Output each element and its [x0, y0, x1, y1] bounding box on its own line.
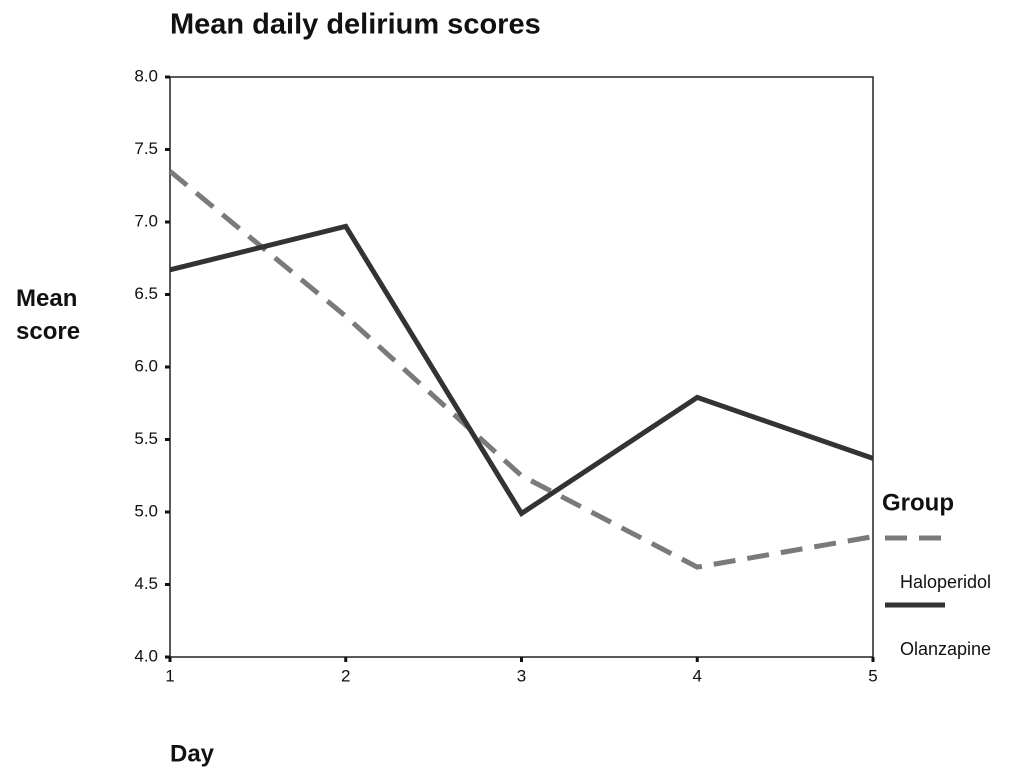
legend-label: Haloperidol — [900, 572, 991, 592]
y-tick-label: 5.0 — [134, 501, 158, 520]
y-tick-label: 5.5 — [134, 429, 158, 448]
y-axis-label: Mean score — [16, 285, 81, 345]
y-tick-label: 8.0 — [134, 66, 158, 85]
legend-title: Group — [882, 489, 954, 516]
y-tick-label: 7.0 — [134, 211, 158, 230]
series-line — [168, 169, 874, 570]
y-tick-label: 4.5 — [134, 574, 158, 593]
x-tick-label: 3 — [517, 666, 526, 685]
legend-label: Olanzapine — [900, 639, 991, 659]
plot-frame — [169, 76, 874, 658]
x-tick-label: 1 — [165, 666, 174, 685]
y-tick-label: 4.0 — [134, 646, 158, 665]
x-tick-label: 4 — [693, 666, 702, 685]
x-tick-label: 2 — [341, 666, 350, 685]
series-line — [169, 223, 874, 517]
y-tick-label: 6.5 — [134, 284, 158, 303]
chart-title: Mean daily delirium scores — [170, 9, 541, 41]
x-axis-label: Day — [170, 740, 215, 767]
y-tick-label: 7.5 — [134, 139, 158, 158]
x-tick-label: 5 — [868, 666, 877, 685]
y-tick-label: 6.0 — [134, 356, 158, 375]
